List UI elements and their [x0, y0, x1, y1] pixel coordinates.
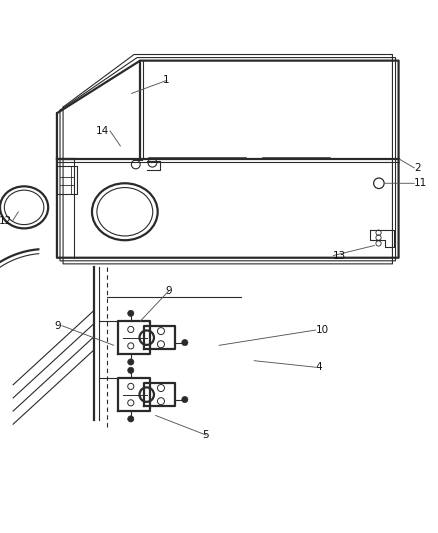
Circle shape: [128, 416, 134, 422]
Circle shape: [128, 359, 134, 365]
Text: 2: 2: [414, 163, 420, 173]
Text: 10: 10: [315, 325, 328, 335]
Text: 4: 4: [315, 362, 322, 372]
Circle shape: [128, 310, 134, 317]
Text: 5: 5: [202, 430, 209, 440]
Text: 11: 11: [414, 178, 427, 188]
Text: 13: 13: [333, 251, 346, 261]
Text: 12: 12: [0, 215, 12, 225]
Circle shape: [128, 367, 134, 374]
Text: 1: 1: [163, 75, 170, 85]
Circle shape: [182, 340, 188, 346]
Text: 9: 9: [165, 286, 172, 296]
Circle shape: [182, 397, 188, 402]
Text: 14: 14: [96, 126, 110, 136]
Text: 9: 9: [55, 321, 61, 330]
